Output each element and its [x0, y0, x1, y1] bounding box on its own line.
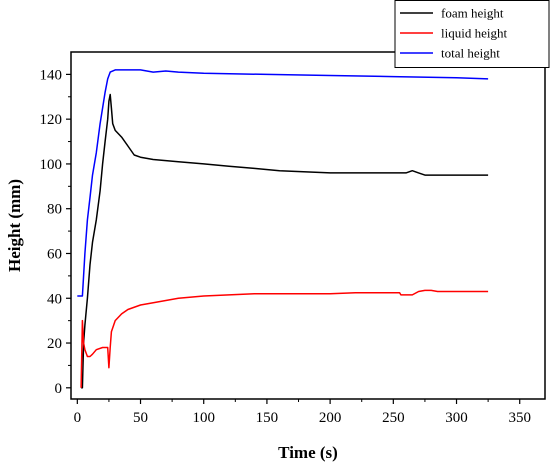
legend-box: [394, 0, 550, 68]
series-line-liquid-height: [80, 289, 489, 388]
legend-label: total height: [441, 46, 500, 61]
y-axis-title: Height (mm): [5, 179, 24, 272]
legend-label: liquid height: [441, 26, 507, 41]
y-tick-label: 140: [40, 67, 63, 83]
y-tick-label: 120: [40, 112, 63, 128]
legend: foam height liquid height total height: [394, 0, 550, 68]
y-tick-label: 20: [47, 336, 62, 352]
y-tick-label: 100: [40, 157, 63, 173]
x-tick-label: 350: [508, 410, 531, 426]
plot-border: [70, 51, 546, 400]
legend-label: foam height: [441, 6, 504, 21]
x-tick-label: 0: [74, 410, 82, 426]
series-line-foam-height: [81, 93, 489, 389]
x-tick-label: 100: [192, 410, 215, 426]
x-axis-title: Time (s): [278, 443, 338, 462]
y-tick-label: 40: [47, 291, 62, 307]
x-tick-label: 200: [319, 410, 342, 426]
y-tick-label: 80: [47, 202, 62, 218]
x-tick-label: 150: [256, 410, 279, 426]
series-line-total-height: [77, 69, 489, 297]
y-tick-label: 0: [55, 381, 63, 397]
x-tick-label: 300: [445, 410, 468, 426]
series-layer: [77, 69, 489, 389]
x-axis-ticks: 0 50 100 150 200 250 300 350: [74, 399, 531, 426]
x-tick-label: 250: [382, 410, 405, 426]
plot-frame: [70, 51, 546, 400]
y-tick-label: 60: [47, 246, 62, 262]
y-axis-ticks: 0 20 40 60 80 100 120 140: [40, 67, 71, 397]
x-tick-label: 50: [133, 410, 148, 426]
